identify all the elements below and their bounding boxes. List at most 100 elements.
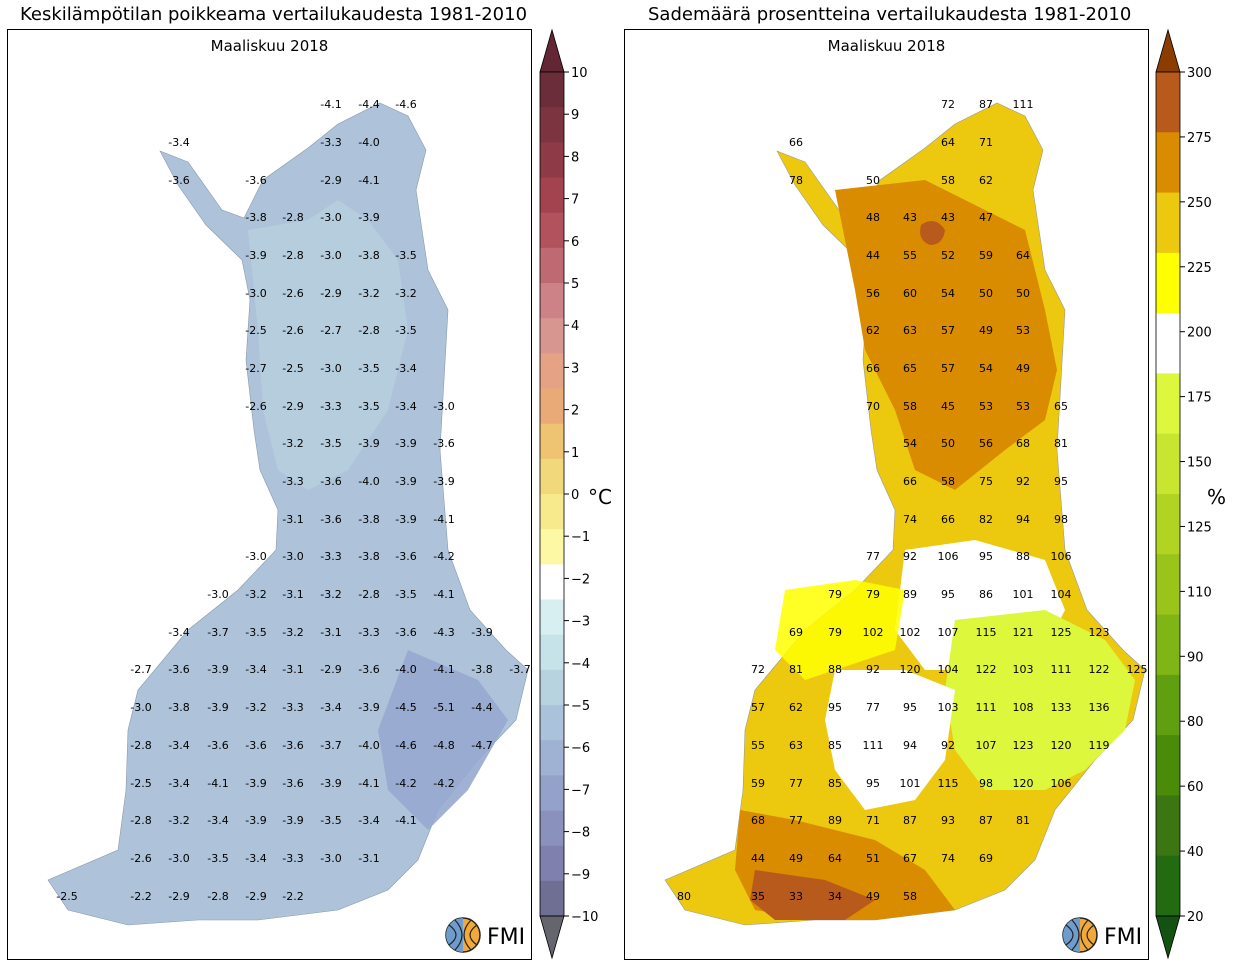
yellow-band-region — [775, 580, 905, 680]
temp-value-label: -3.0 — [320, 211, 341, 224]
precip-value-label: 106 — [938, 550, 959, 563]
precip-value-label: 102 — [900, 626, 921, 639]
temp-colorbar-band — [540, 72, 564, 108]
temp-colorbar-band — [540, 880, 564, 917]
temp-colorbar-band — [540, 177, 564, 214]
precip-value-label: 66 — [789, 136, 803, 149]
precip-value-label: 69 — [979, 852, 993, 865]
temp-value-label: -3.4 — [320, 701, 341, 714]
precip-value-label: 125 — [1127, 663, 1148, 676]
precip-colorbar-band — [1156, 433, 1180, 495]
precip-value-label: 43 — [941, 211, 955, 224]
temp-value-label: -2.5 — [56, 890, 77, 903]
precip-value-label: 94 — [903, 739, 917, 752]
temp-value-label: -3.2 — [245, 588, 266, 601]
temp-value-label: -3.8 — [358, 513, 379, 526]
precip-value-label: 111 — [976, 701, 997, 714]
temp-value-label: -3.1 — [358, 852, 379, 865]
temp-value-label: -2.8 — [282, 249, 303, 262]
temp-panel-title: Keskilämpötilan poikkeama vertailukaudes… — [20, 4, 528, 25]
temp-value-label: -3.6 — [245, 739, 266, 752]
temp-colorbar-min-extend — [539, 915, 565, 960]
temp-value-label: -2.9 — [282, 400, 303, 413]
precip-value-label: 50 — [866, 174, 880, 187]
precip-value-label: 43 — [903, 211, 917, 224]
fmi-logo-text-precip: FMI — [1104, 925, 1142, 950]
temp-colorbar-tick-label: 8 — [571, 150, 579, 165]
temp-value-label: -3.9 — [282, 814, 303, 827]
precip-value-label: 78 — [789, 174, 803, 187]
precip-value-label: 57 — [941, 324, 955, 337]
precip-value-label: 67 — [903, 852, 917, 865]
temp-value-label: -3.6 — [282, 739, 303, 752]
precip-value-label: 49 — [789, 852, 803, 865]
precip-value-label: 54 — [903, 437, 917, 450]
temp-value-label: -2.9 — [320, 663, 341, 676]
temp-value-label: -2.6 — [282, 324, 303, 337]
precip-value-label: 44 — [751, 852, 765, 865]
precip-value-label: 85 — [828, 739, 842, 752]
precip-value-label: 45 — [941, 400, 955, 413]
precip-value-label: 55 — [751, 739, 765, 752]
precip-value-label: 106 — [1051, 550, 1072, 563]
precip-value-label: 52 — [941, 249, 955, 262]
temp-value-label: -3.3 — [320, 136, 341, 149]
temp-value-label: -4.1 — [433, 663, 454, 676]
precip-value-label: 53 — [1016, 400, 1030, 413]
precip-value-label: 54 — [941, 287, 955, 300]
precip-value-label: 35 — [751, 890, 765, 903]
temp-value-label: -3.3 — [282, 701, 303, 714]
temp-colorbar-band — [540, 705, 564, 741]
temp-value-label: -3.6 — [395, 550, 416, 563]
temp-colorbar-band — [540, 494, 564, 530]
precip-colorbar-band — [1156, 494, 1180, 555]
temp-colorbar-tick-label: 3 — [571, 361, 579, 376]
north-lighter-region — [248, 200, 408, 490]
precip-value-label: 49 — [979, 324, 993, 337]
temp-value-label: -2.7 — [245, 362, 266, 375]
temp-colorbar-band — [540, 740, 564, 776]
precip-value-label: 92 — [941, 739, 955, 752]
temp-value-label: -4.1 — [320, 98, 341, 111]
precip-value-label: 85 — [828, 777, 842, 790]
temp-value-label: -3.1 — [282, 513, 303, 526]
temp-value-label: -3.8 — [358, 249, 379, 262]
temp-value-label: -3.6 — [358, 663, 379, 676]
temp-colorbar-band — [540, 283, 564, 319]
precip-value-label: 82 — [979, 513, 993, 526]
precip-value-label: 62 — [789, 701, 803, 714]
temp-value-label: -3.5 — [395, 324, 416, 337]
temp-value-label: -2.7 — [320, 324, 341, 337]
precip-value-label: 95 — [1054, 475, 1068, 488]
temp-colorbar-band — [540, 775, 564, 811]
precip-value-label: 89 — [903, 588, 917, 601]
temp-colorbar-band — [540, 845, 564, 882]
temp-colorbar-tick-label: −3 — [571, 615, 590, 630]
temp-colorbar-tick-label: −7 — [571, 783, 590, 798]
precip-colorbar-tick-label: 125 — [1187, 520, 1212, 535]
temp-value-label: -3.6 — [320, 475, 341, 488]
temp-colorbar-band — [540, 810, 564, 847]
precip-value-label: 64 — [828, 852, 842, 865]
precip-value-label: 62 — [979, 174, 993, 187]
temp-value-label: -3.2 — [282, 437, 303, 450]
temp-value-label: -2.9 — [320, 287, 341, 300]
temp-value-label: -3.6 — [282, 777, 303, 790]
temp-value-label: -3.0 — [433, 400, 454, 413]
temp-colorbar-tick-label: 5 — [571, 277, 579, 292]
precip-value-label: 68 — [1016, 437, 1030, 450]
temp-value-label: -2.8 — [358, 324, 379, 337]
precip-colorbar-tick-label: 225 — [1187, 261, 1212, 276]
precip-value-label: 89 — [828, 814, 842, 827]
temp-value-label: -2.8 — [358, 588, 379, 601]
temp-value-label: -3.9 — [358, 701, 379, 714]
precip-value-label: 98 — [1054, 513, 1068, 526]
temp-value-label: -3.8 — [245, 211, 266, 224]
temp-value-label: -3.9 — [471, 626, 492, 639]
temp-colorbar-tick-label: 0 — [571, 488, 579, 503]
temp-value-label: -3.9 — [358, 211, 379, 224]
precip-value-label: 65 — [903, 362, 917, 375]
precip-colorbar-tick-label: 275 — [1187, 131, 1212, 146]
precip-colorbar-tick-label: 250 — [1187, 196, 1212, 211]
precip-value-label: 59 — [979, 249, 993, 262]
